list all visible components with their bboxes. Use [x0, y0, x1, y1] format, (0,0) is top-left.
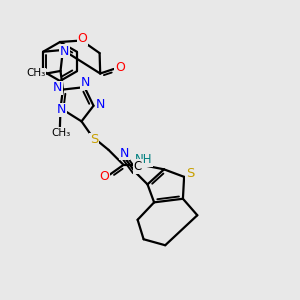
Text: C: C [134, 160, 142, 173]
Text: N: N [53, 81, 62, 94]
Text: N: N [59, 45, 69, 58]
Text: S: S [186, 167, 194, 180]
Text: O: O [77, 32, 87, 45]
Text: N: N [56, 103, 66, 116]
Text: N: N [81, 76, 90, 89]
Text: S: S [90, 134, 98, 146]
Text: CH₃: CH₃ [26, 68, 45, 78]
Text: N: N [119, 147, 129, 160]
Text: O: O [115, 61, 124, 74]
Text: N: N [95, 98, 105, 111]
Text: NH: NH [135, 153, 153, 166]
Text: O: O [99, 170, 109, 183]
Text: CH₃: CH₃ [52, 128, 71, 138]
